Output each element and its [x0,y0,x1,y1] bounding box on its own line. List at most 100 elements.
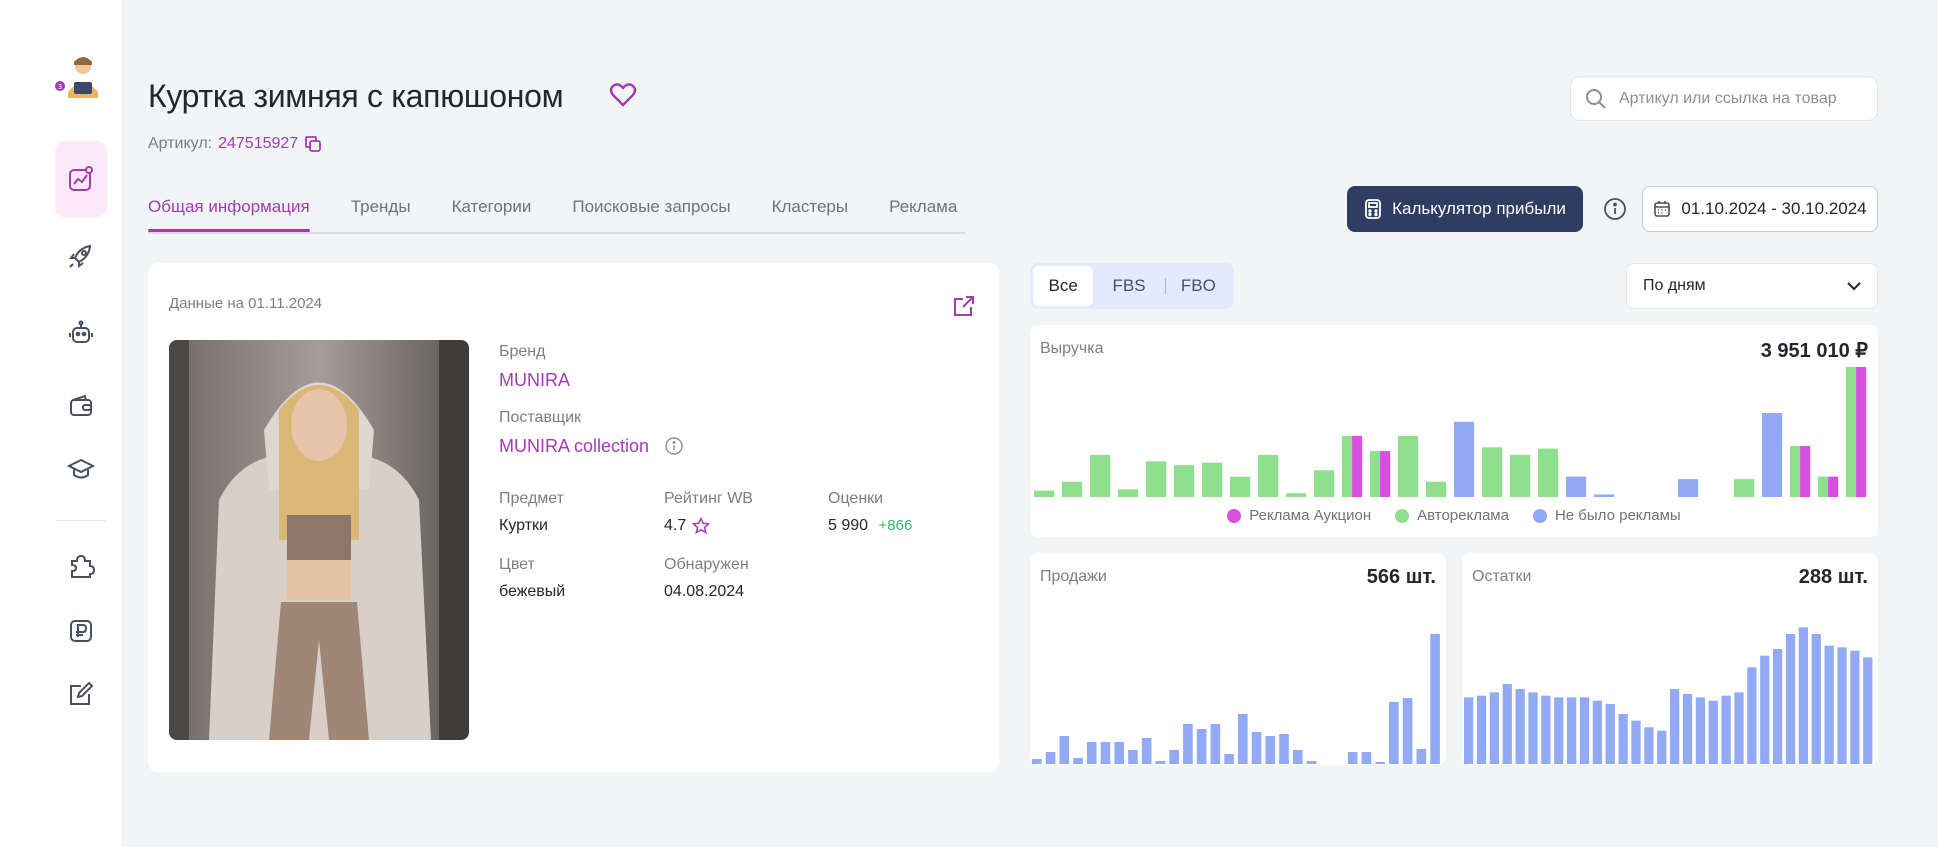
nav-finance[interactable] [55,380,107,432]
revenue-bar-auto[interactable] [1342,435,1353,497]
sales-bar[interactable] [1059,736,1070,764]
revenue-bar-auto[interactable] [1090,454,1111,497]
stock-bar[interactable] [1657,730,1667,764]
revenue-bar-auto[interactable] [1398,435,1419,497]
article-number[interactable]: 247515927 [218,135,299,152]
revenue-bar-auto[interactable] [1118,489,1139,497]
stock-bar[interactable] [1798,627,1809,764]
sales-bar[interactable] [1389,702,1399,764]
revenue-bar-auto[interactable] [1286,493,1307,497]
sales-bar[interactable] [1306,761,1317,764]
revenue-bar-auction[interactable] [1352,435,1363,497]
external-link-icon[interactable] [952,294,976,318]
nav-notes[interactable] [55,668,107,720]
segment-fbo[interactable]: FBO [1180,276,1216,295]
stock-bar[interactable] [1811,634,1821,764]
segment-all[interactable]: Все [1033,266,1094,306]
revenue-bar-no-ads[interactable] [1454,421,1475,497]
tab-ads[interactable]: Реклама [889,197,958,216]
revenue-bar-no-ads[interactable] [1594,494,1615,497]
stock-bar[interactable] [1567,697,1577,764]
sales-bar[interactable] [1183,724,1193,764]
nav-payments[interactable] [55,605,107,657]
stock-bar[interactable] [1850,650,1860,764]
period-select[interactable]: По дням [1626,263,1878,309]
stock-bar[interactable] [1785,634,1796,764]
stock-bar[interactable] [1695,697,1706,764]
revenue-bar-auto[interactable] [1846,367,1857,497]
stock-bar[interactable] [1618,714,1628,764]
sales-bar[interactable] [1238,714,1248,764]
revenue-bar-auto[interactable] [1818,476,1829,497]
stock-bar[interactable] [1489,692,1500,764]
search-box[interactable] [1570,76,1878,121]
stock-bar[interactable] [1670,689,1680,764]
stock-bar[interactable] [1631,720,1641,764]
nav-education[interactable] [55,443,107,495]
revenue-bar-auto[interactable] [1258,454,1279,497]
stock-bar[interactable] [1528,692,1538,764]
stock-bar[interactable] [1863,657,1873,764]
revenue-bar-auto[interactable] [1482,447,1503,497]
revenue-bar-auto[interactable] [1510,454,1531,497]
revenue-bar-auction[interactable] [1380,451,1391,497]
stock-bar[interactable] [1541,695,1551,764]
nav-extensions[interactable] [55,540,107,592]
favorite-heart-icon[interactable] [609,82,637,108]
sales-bar[interactable] [1100,742,1111,764]
revenue-bar-auto[interactable] [1230,476,1251,497]
nav-promotion[interactable] [55,230,107,282]
revenue-bar-no-ads[interactable] [1566,476,1587,497]
product-photo[interactable] [169,340,469,740]
sales-bar[interactable] [1141,738,1152,764]
supplier-link[interactable]: MUNIRA collection [499,436,650,456]
sales-bar[interactable] [1265,736,1276,764]
sales-bar[interactable] [1251,732,1262,764]
sales-bar[interactable] [1114,742,1125,764]
revenue-bar-auto[interactable] [1314,470,1335,497]
logo-icon[interactable]: 3 [54,52,106,104]
sales-bar[interactable] [1073,758,1083,764]
revenue-bar-auto[interactable] [1034,490,1055,497]
stock-bar[interactable] [1708,700,1718,764]
revenue-bar-auto[interactable] [1146,461,1167,497]
stock-bar[interactable] [1554,697,1564,764]
sales-bar[interactable] [1128,750,1138,764]
stock-bar[interactable] [1515,689,1525,764]
stock-bar[interactable] [1721,695,1731,764]
nav-analytics[interactable] [55,141,107,217]
revenue-bar-auto[interactable] [1790,446,1801,497]
sales-bar[interactable] [1224,754,1234,764]
sales-bar[interactable] [1279,734,1289,764]
stock-bar[interactable] [1760,655,1770,764]
sales-bar[interactable] [1347,752,1358,764]
revenue-bar-auto[interactable] [1370,451,1381,497]
sales-bar[interactable] [1416,749,1427,764]
tab-general[interactable]: Общая информация [148,190,310,232]
tab-search-queries[interactable]: Поисковые запросы [572,197,731,216]
revenue-bar-auto[interactable] [1734,479,1755,497]
stock-bar[interactable] [1502,684,1512,764]
stock-bar[interactable] [1592,700,1603,764]
revenue-bar-auction[interactable] [1828,476,1839,497]
stock-bar[interactable] [1579,697,1590,764]
sales-bar[interactable] [1032,759,1042,764]
sales-bar[interactable] [1375,762,1385,764]
revenue-bar-auto[interactable] [1062,481,1083,497]
tab-trends[interactable]: Тренды [350,197,411,216]
nav-bot[interactable] [55,307,107,359]
stock-bar[interactable] [1464,697,1474,764]
sales-bar[interactable] [1361,752,1372,764]
revenue-bar-no-ads[interactable] [1762,412,1783,497]
sales-bar[interactable] [1086,742,1097,764]
segment-fbs[interactable]: FBS [1112,276,1146,295]
sales-bar[interactable] [1196,729,1207,764]
brand-link[interactable]: MUNIRA [499,370,570,390]
revenue-bar-auction[interactable] [1800,446,1811,497]
sales-bar[interactable] [1169,750,1179,764]
stock-bar[interactable] [1734,692,1744,764]
revenue-bar-no-ads[interactable] [1678,479,1699,497]
revenue-bar-auto[interactable] [1202,462,1223,497]
stock-bar[interactable] [1476,695,1487,764]
stock-bar[interactable] [1747,667,1757,764]
